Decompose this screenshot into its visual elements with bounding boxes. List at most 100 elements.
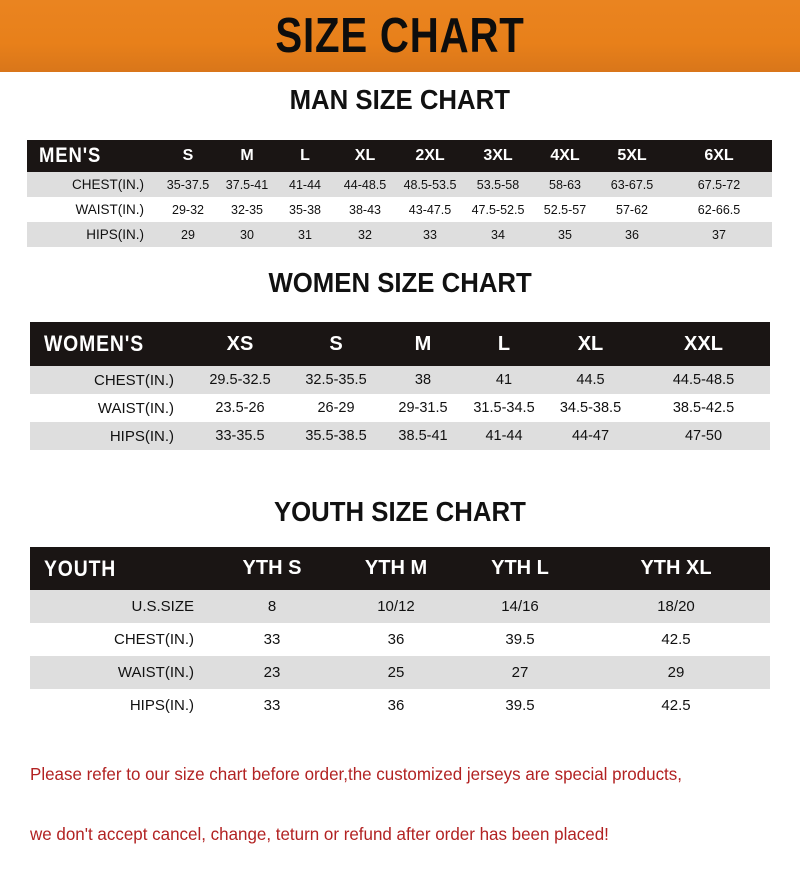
men-hips-m: 30: [218, 222, 276, 247]
table-row: HIPS(IN.) 33-35.5 35.5-38.5 38.5-41 41-4…: [30, 422, 770, 450]
youth-ussize-l: 14/16: [458, 590, 582, 623]
men-col-header-m: M: [218, 140, 276, 172]
youth-hips-l: 39.5: [458, 689, 582, 722]
women-waist-m: 29-31.5: [382, 394, 464, 422]
man-section-title-text: MAN SIZE CHART: [289, 84, 511, 115]
women-hips-xs: 33-35.5: [190, 422, 290, 450]
men-size-table: MEN'S S M L XL 2XL 3XL 4XL 5XL 6XL CHEST…: [27, 140, 772, 247]
youth-row-label-ussize: U.S.SIZE: [30, 590, 210, 623]
youth-col-header-s: YTH S: [210, 547, 334, 590]
men-hips-s: 29: [158, 222, 218, 247]
men-chest-m: 37.5-41: [218, 172, 276, 197]
page-title: SIZE CHART: [275, 8, 525, 63]
page-banner: SIZE CHART: [0, 0, 800, 72]
men-chest-4xl: 58-63: [532, 172, 598, 197]
men-waist-xl: 38-43: [334, 197, 396, 222]
men-chest-l: 41-44: [276, 172, 334, 197]
men-hips-l: 31: [276, 222, 334, 247]
women-waist-xxl: 38.5-42.5: [637, 394, 770, 422]
youth-ussize-xl: 18/20: [582, 590, 770, 623]
women-col-header-m: M: [382, 322, 464, 366]
table-row: U.S.SIZE 8 10/12 14/16 18/20: [30, 590, 770, 623]
women-col-header-xxl: XXL: [637, 322, 770, 366]
youth-chest-s: 33: [210, 623, 334, 656]
men-waist-5xl: 57-62: [598, 197, 666, 222]
men-header-row: MEN'S S M L XL 2XL 3XL 4XL 5XL 6XL: [27, 140, 772, 172]
women-waist-l: 31.5-34.5: [464, 394, 544, 422]
table-row: CHEST(IN.) 29.5-32.5 32.5-35.5 38 41 44.…: [30, 366, 770, 394]
men-col-header-s: S: [158, 140, 218, 172]
youth-section-title-text: YOUTH SIZE CHART: [274, 496, 526, 527]
women-waist-xs: 23.5-26: [190, 394, 290, 422]
women-hips-l: 41-44: [464, 422, 544, 450]
men-chest-xl: 44-48.5: [334, 172, 396, 197]
youth-chest-xl: 42.5: [582, 623, 770, 656]
youth-waist-l: 27: [458, 656, 582, 689]
women-header-row: WOMEN'S XS S M L XL XXL: [30, 322, 770, 366]
women-chest-l: 41: [464, 366, 544, 394]
youth-col-header-l: YTH L: [458, 547, 582, 590]
men-waist-l: 35-38: [276, 197, 334, 222]
men-chest-3xl: 53.5-58: [464, 172, 532, 197]
men-waist-3xl: 47.5-52.5: [464, 197, 532, 222]
men-waist-4xl: 52.5-57: [532, 197, 598, 222]
men-hips-2xl: 33: [396, 222, 464, 247]
women-row-label-waist: WAIST(IN.): [30, 394, 190, 422]
youth-waist-m: 25: [334, 656, 458, 689]
women-waist-s: 26-29: [290, 394, 382, 422]
men-chest-6xl: 67.5-72: [666, 172, 772, 197]
table-row: WAIST(IN.) 29-32 32-35 35-38 38-43 43-47…: [27, 197, 772, 222]
women-chest-xl: 44.5: [544, 366, 637, 394]
youth-col-header-m: YTH M: [334, 547, 458, 590]
men-hips-4xl: 35: [532, 222, 598, 247]
women-col-header-l: L: [464, 322, 544, 366]
youth-row-label-waist: WAIST(IN.): [30, 656, 210, 689]
youth-row-label-hips: HIPS(IN.): [30, 689, 210, 722]
youth-chest-l: 39.5: [458, 623, 582, 656]
men-col-header-l: L: [276, 140, 334, 172]
youth-col-header-xl: YTH XL: [582, 547, 770, 590]
women-chest-s: 32.5-35.5: [290, 366, 382, 394]
footer-disclaimer-line-2: we don't accept cancel, change, teturn o…: [30, 824, 609, 844]
table-row: WAIST(IN.) 23.5-26 26-29 29-31.5 31.5-34…: [30, 394, 770, 422]
youth-hips-xl: 42.5: [582, 689, 770, 722]
men-waist-s: 29-32: [158, 197, 218, 222]
footer-disclaimer-line-1: Please refer to our size chart before or…: [30, 764, 682, 784]
table-row: CHEST(IN.) 35-37.5 37.5-41 41-44 44-48.5…: [27, 172, 772, 197]
men-hips-3xl: 34: [464, 222, 532, 247]
youth-header-row: YOUTH YTH S YTH M YTH L YTH XL: [30, 547, 770, 590]
women-hips-m: 38.5-41: [382, 422, 464, 450]
women-row-label-chest: CHEST(IN.): [30, 366, 190, 394]
men-corner-label: MEN'S: [27, 140, 158, 172]
men-col-header-6xl: 6XL: [666, 140, 772, 172]
men-waist-6xl: 62-66.5: [666, 197, 772, 222]
youth-ussize-m: 10/12: [334, 590, 458, 623]
youth-waist-s: 23: [210, 656, 334, 689]
women-col-header-xl: XL: [544, 322, 637, 366]
men-hips-xl: 32: [334, 222, 396, 247]
men-col-header-3xl: 3XL: [464, 140, 532, 172]
table-row: CHEST(IN.) 33 36 39.5 42.5: [30, 623, 770, 656]
men-chest-5xl: 63-67.5: [598, 172, 666, 197]
youth-waist-xl: 29: [582, 656, 770, 689]
men-hips-5xl: 36: [598, 222, 666, 247]
women-hips-xl: 44-47: [544, 422, 637, 450]
youth-hips-s: 33: [210, 689, 334, 722]
men-waist-m: 32-35: [218, 197, 276, 222]
table-row: WAIST(IN.) 23 25 27 29: [30, 656, 770, 689]
youth-section-title: YOUTH SIZE CHART: [0, 496, 800, 528]
women-chest-m: 38: [382, 366, 464, 394]
women-chest-xxl: 44.5-48.5: [637, 366, 770, 394]
youth-chest-m: 36: [334, 623, 458, 656]
men-row-label-waist: WAIST(IN.): [27, 197, 158, 222]
man-section-title: MAN SIZE CHART: [0, 84, 800, 116]
youth-size-table: YOUTH YTH S YTH M YTH L YTH XL U.S.SIZE …: [30, 547, 770, 722]
men-col-header-5xl: 5XL: [598, 140, 666, 172]
women-section-title: WOMEN SIZE CHART: [0, 267, 800, 299]
women-hips-xxl: 47-50: [637, 422, 770, 450]
women-hips-s: 35.5-38.5: [290, 422, 382, 450]
men-row-label-hips: HIPS(IN.): [27, 222, 158, 247]
women-section-title-text: WOMEN SIZE CHART: [268, 267, 532, 298]
men-waist-2xl: 43-47.5: [396, 197, 464, 222]
women-size-table: WOMEN'S XS S M L XL XXL CHEST(IN.) 29.5-…: [30, 322, 770, 450]
